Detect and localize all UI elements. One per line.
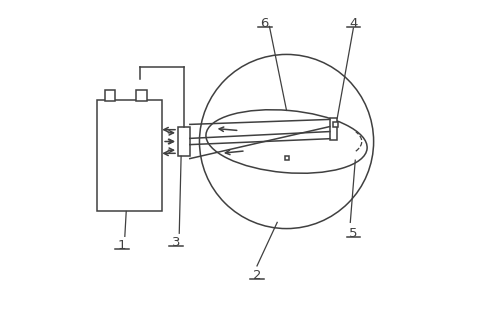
Polygon shape bbox=[104, 90, 116, 101]
Polygon shape bbox=[284, 156, 289, 160]
Polygon shape bbox=[97, 100, 162, 211]
Text: 1: 1 bbox=[118, 239, 126, 253]
Text: 4: 4 bbox=[349, 17, 358, 30]
Text: 5: 5 bbox=[349, 227, 358, 240]
Text: 3: 3 bbox=[172, 236, 180, 249]
Text: 2: 2 bbox=[253, 269, 261, 282]
Polygon shape bbox=[330, 118, 337, 140]
Polygon shape bbox=[333, 122, 338, 127]
Polygon shape bbox=[136, 90, 147, 101]
Text: 6: 6 bbox=[260, 17, 269, 30]
Polygon shape bbox=[178, 127, 190, 156]
